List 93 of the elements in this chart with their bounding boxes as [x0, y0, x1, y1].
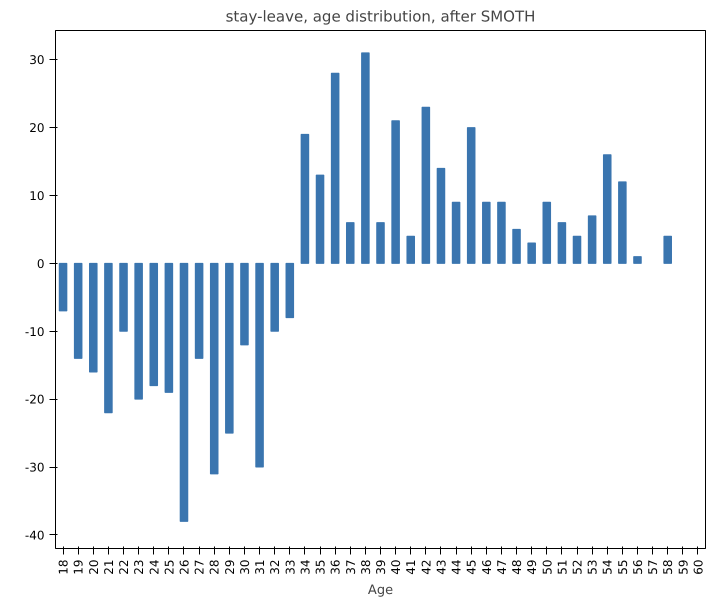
bar [194, 262, 204, 359]
x-tick-label: 51 [555, 559, 570, 575]
bar [346, 222, 355, 264]
x-tick-label: 18 [56, 559, 71, 575]
x-tick-label: 55 [616, 559, 630, 575]
y-tick-label: -20 [24, 392, 45, 407]
bar [164, 262, 174, 393]
bar [286, 262, 294, 318]
bar [633, 256, 642, 264]
x-tick-label: 58 [661, 559, 676, 575]
bar [119, 262, 128, 332]
bar [134, 262, 143, 400]
bar [542, 202, 552, 264]
bar [210, 262, 218, 474]
x-tick-label: 32 [268, 559, 282, 575]
y-tick-label: -40 [24, 528, 45, 542]
x-tick-label: 41 [404, 559, 418, 575]
x-tick-label: 30 [238, 559, 252, 575]
x-tick-label: 46 [480, 559, 494, 575]
bar [330, 72, 340, 264]
x-tick-label: 35 [314, 559, 328, 575]
bar [74, 262, 82, 359]
bar [558, 222, 566, 264]
bar [58, 262, 68, 312]
bar [240, 262, 249, 346]
x-tick-label: 36 [328, 559, 343, 575]
bar [406, 236, 416, 264]
x-tick-label: 28 [208, 559, 222, 575]
x-tick-label: 40 [389, 559, 404, 575]
x-tick-label: 31 [253, 559, 268, 575]
bar [180, 262, 188, 522]
bar [618, 181, 627, 264]
y-tick-label: 0 [36, 256, 45, 271]
x-tick-label: 33 [283, 559, 298, 575]
x-tick-label: 45 [464, 559, 479, 575]
bar [149, 262, 158, 386]
x-tick-label: 23 [132, 559, 146, 575]
x-tick-label: 53 [586, 559, 600, 575]
x-tick-label: 56 [630, 559, 645, 575]
x-tick-label: 47 [494, 559, 509, 575]
y-tick-label: 10 [29, 188, 45, 203]
bar [391, 120, 400, 264]
x-tick-label: 37 [344, 559, 358, 575]
bar [436, 168, 446, 264]
x-tick-label: 59 [676, 559, 690, 575]
x-tick-label: 39 [374, 559, 388, 575]
x-tick-label: 38 [358, 559, 373, 575]
bar [316, 174, 324, 264]
x-tick-label: 34 [298, 559, 312, 575]
chart-title: stay-leave, age distribution, after SMOTH [226, 8, 536, 26]
bar [527, 242, 536, 264]
bar [422, 106, 430, 264]
x-tick-label: 44 [450, 559, 464, 575]
x-tick-label: 20 [86, 559, 101, 575]
y-tick-label: 20 [29, 121, 45, 136]
bar [255, 262, 264, 468]
bar [452, 202, 460, 264]
bar [497, 202, 506, 264]
bar [300, 134, 310, 264]
bar [225, 262, 234, 434]
y-tick-label: -30 [24, 460, 45, 475]
bar [270, 262, 279, 332]
x-tick-label: 22 [117, 559, 132, 575]
x-tick-label: 19 [72, 559, 86, 575]
x-tick-label: 42 [419, 559, 434, 575]
x-tick-label: 26 [177, 559, 192, 575]
x-tick-label: 24 [147, 559, 162, 575]
bar [512, 228, 521, 264]
bar [376, 222, 385, 264]
bar [89, 262, 98, 372]
bar [663, 236, 672, 264]
x-tick-label: 54 [600, 559, 615, 575]
y-tick-label: -10 [24, 324, 45, 339]
bar [588, 215, 596, 264]
y-tick-label: 30 [29, 53, 45, 68]
x-tick-label: 57 [646, 559, 660, 575]
x-tick-label: 25 [162, 559, 176, 575]
x-tick-label: 50 [540, 559, 554, 575]
x-tick-label: 43 [434, 559, 448, 575]
x-tick-label: 29 [222, 559, 237, 575]
bar [572, 236, 582, 264]
bar [466, 127, 476, 264]
x-tick-label: 21 [102, 559, 116, 575]
bar [361, 52, 370, 264]
x-tick-label: 27 [192, 559, 207, 575]
x-tick-label: 48 [510, 559, 524, 575]
bar [602, 154, 612, 264]
bar [104, 262, 113, 414]
x-tick-label: 52 [570, 559, 585, 575]
bar [482, 202, 491, 264]
x-tick-label: 60 [691, 559, 706, 575]
x-axis-title: Age [368, 582, 394, 598]
x-tick-label: 49 [525, 559, 540, 575]
